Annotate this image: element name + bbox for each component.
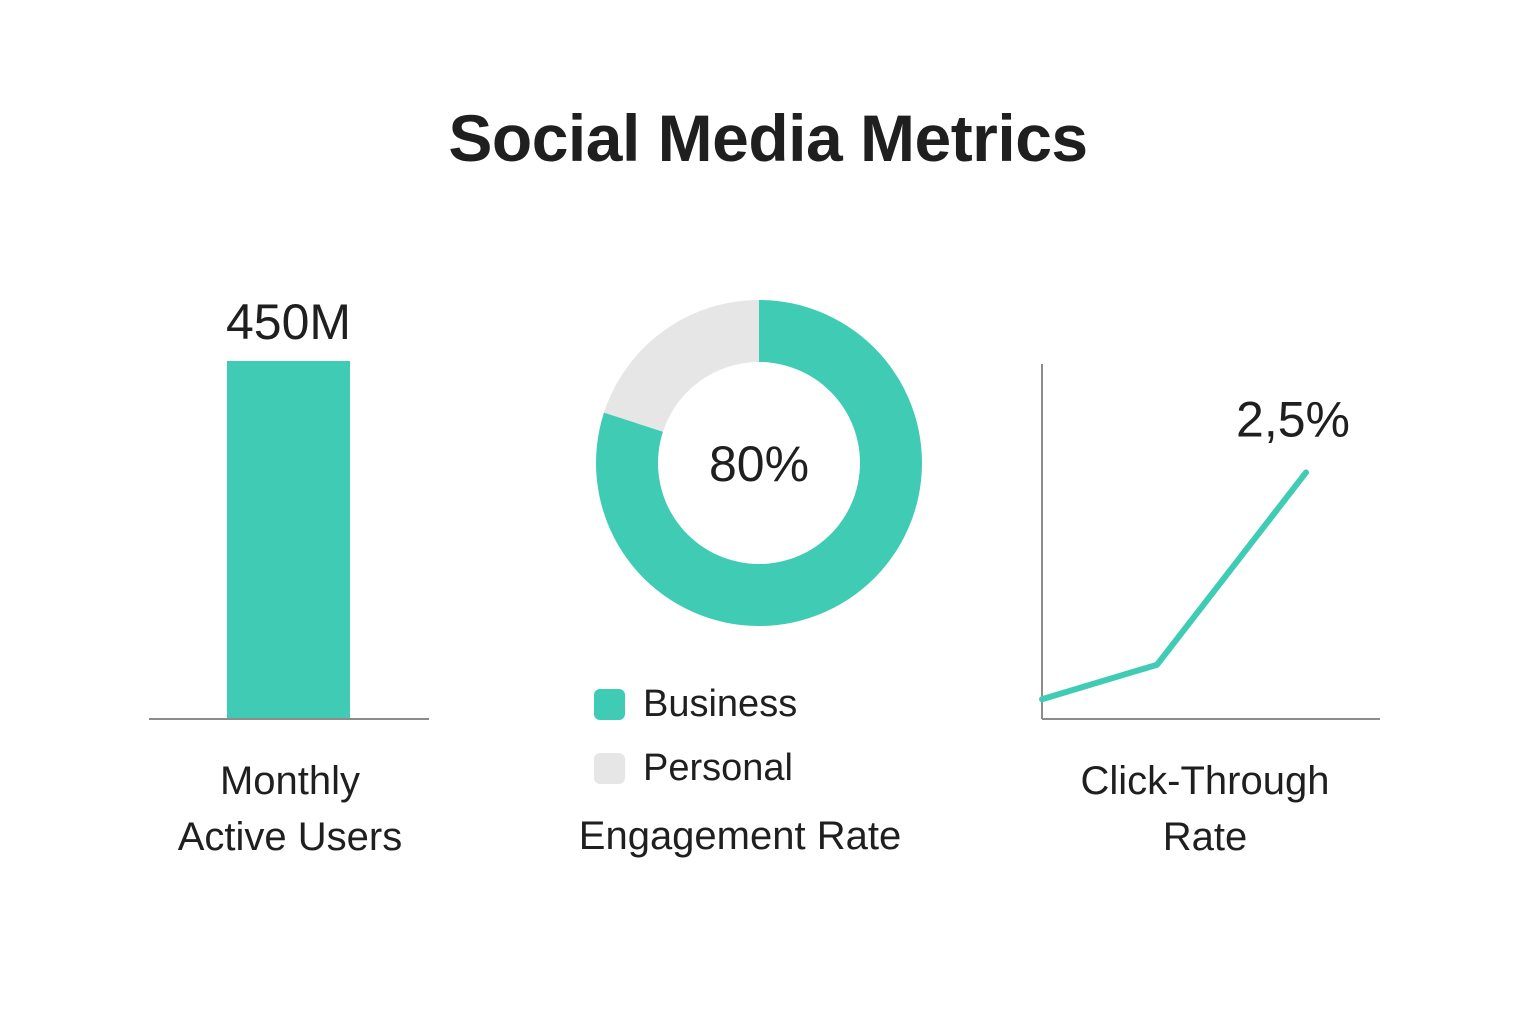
- legend-label-business: Business: [643, 682, 798, 725]
- line-caption: Click-Through Rate: [1080, 759, 1330, 859]
- line-series-ctr: [1039, 469, 1309, 703]
- bar-value-label: 450M: [226, 294, 351, 350]
- line-chart: 2,5%: [1039, 364, 1380, 720]
- donut-caption: Engagement Rate: [578, 814, 902, 858]
- bar-monthly-active-users: [227, 361, 350, 719]
- legend-swatch-personal: [594, 752, 625, 784]
- donut-chart: 80%: [595, 300, 923, 626]
- line-end-label: 2,5%: [1236, 391, 1350, 447]
- legend-swatch-business: [594, 688, 625, 720]
- legend-item-business: Business: [594, 672, 797, 736]
- donut-slice-personal: [603, 300, 759, 432]
- donut-slice-business: [595, 300, 923, 626]
- donut-legend: Business Personal: [594, 672, 797, 800]
- legend-label-personal: Personal: [643, 746, 793, 789]
- donut-center-label: 80%: [709, 436, 809, 492]
- page-title: Social Media Metrics: [448, 101, 1088, 175]
- bar-caption: Monthly Active Users: [177, 759, 403, 859]
- legend-item-personal: Personal: [594, 736, 797, 800]
- bar-chart: 450M: [149, 294, 429, 720]
